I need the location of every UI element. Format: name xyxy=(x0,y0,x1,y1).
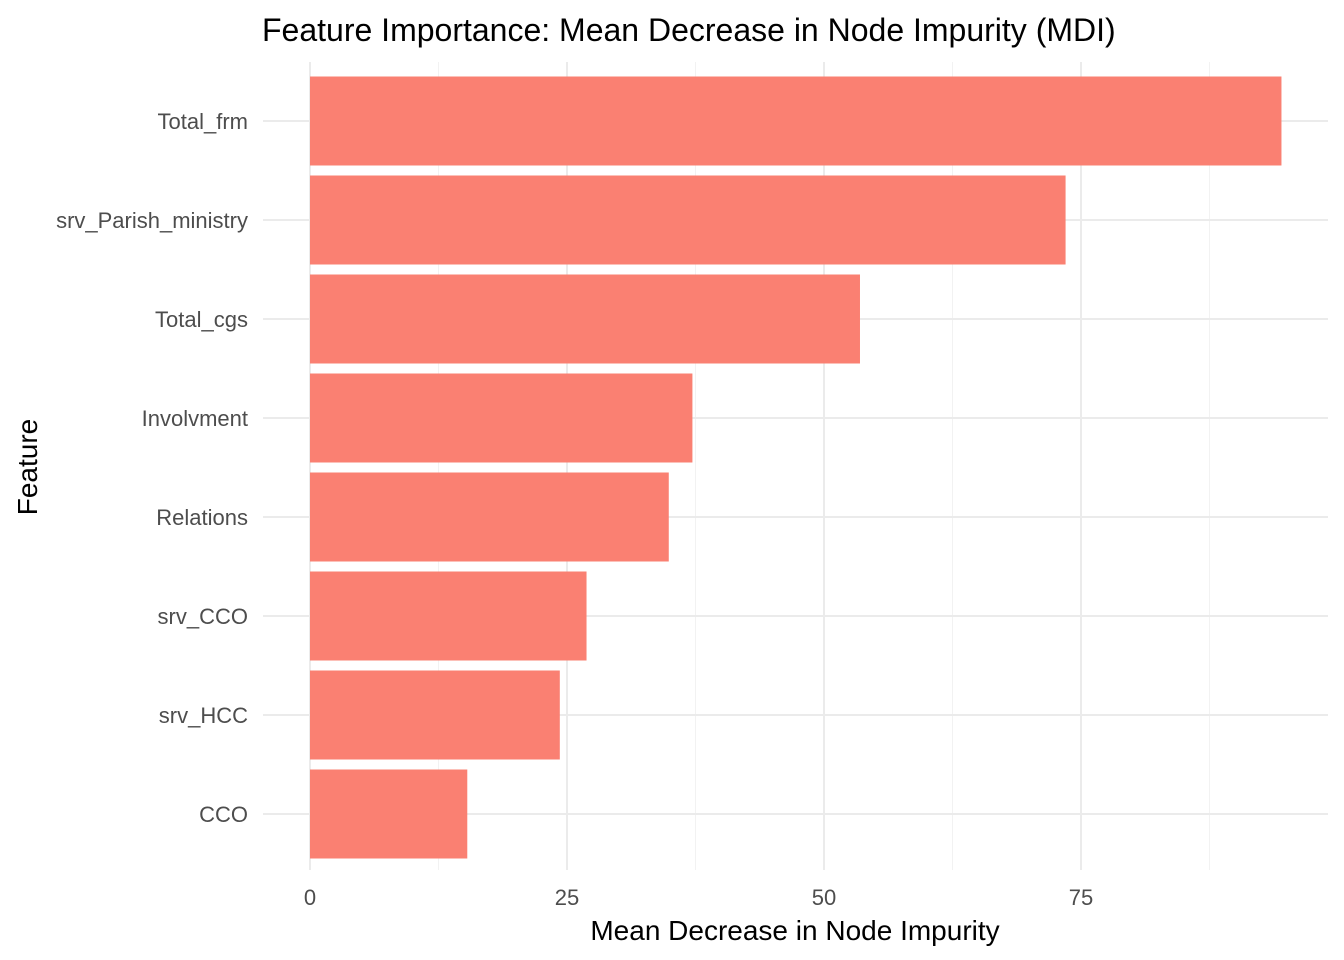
y-tick-labels: Total_frm srv_Parish_ministry Total_cgs Inv… xyxy=(56,109,248,827)
y-tick-label: Total_frm xyxy=(158,109,248,134)
y-tick-label: srv_HCC xyxy=(159,703,248,728)
bar-srv_Parish_ministry xyxy=(310,175,1066,265)
bar-CCO xyxy=(310,769,468,859)
y-tick-label: Relations xyxy=(156,505,248,530)
y-tick-label: srv_Parish_ministry xyxy=(56,208,248,233)
y-tick-label: Total_cgs xyxy=(155,307,248,332)
bar-Total_cgs xyxy=(310,274,860,364)
x-tick-label: 25 xyxy=(555,885,579,910)
y-tick-label: CCO xyxy=(199,802,248,827)
y-axis-title: Feature xyxy=(12,419,43,516)
x-tick-label: 75 xyxy=(1069,885,1093,910)
bars xyxy=(310,76,1282,859)
x-axis-title: Mean Decrease in Node Impurity xyxy=(590,915,999,946)
x-tick-label: 50 xyxy=(812,885,836,910)
bar-Relations xyxy=(310,472,669,562)
x-tick-label: 0 xyxy=(304,885,316,910)
bar-Involvment xyxy=(310,373,693,463)
bar-srv_HCC xyxy=(310,670,560,760)
y-tick-label: srv_CCO xyxy=(158,604,248,629)
y-tick-label: Involvment xyxy=(142,406,248,431)
chart-title: Feature Importance: Mean Decrease in Nod… xyxy=(262,12,1116,48)
x-tick-labels: 0 25 50 75 xyxy=(304,885,1093,910)
bar-srv_CCO xyxy=(310,571,587,661)
bar-Total_frm xyxy=(310,76,1282,166)
